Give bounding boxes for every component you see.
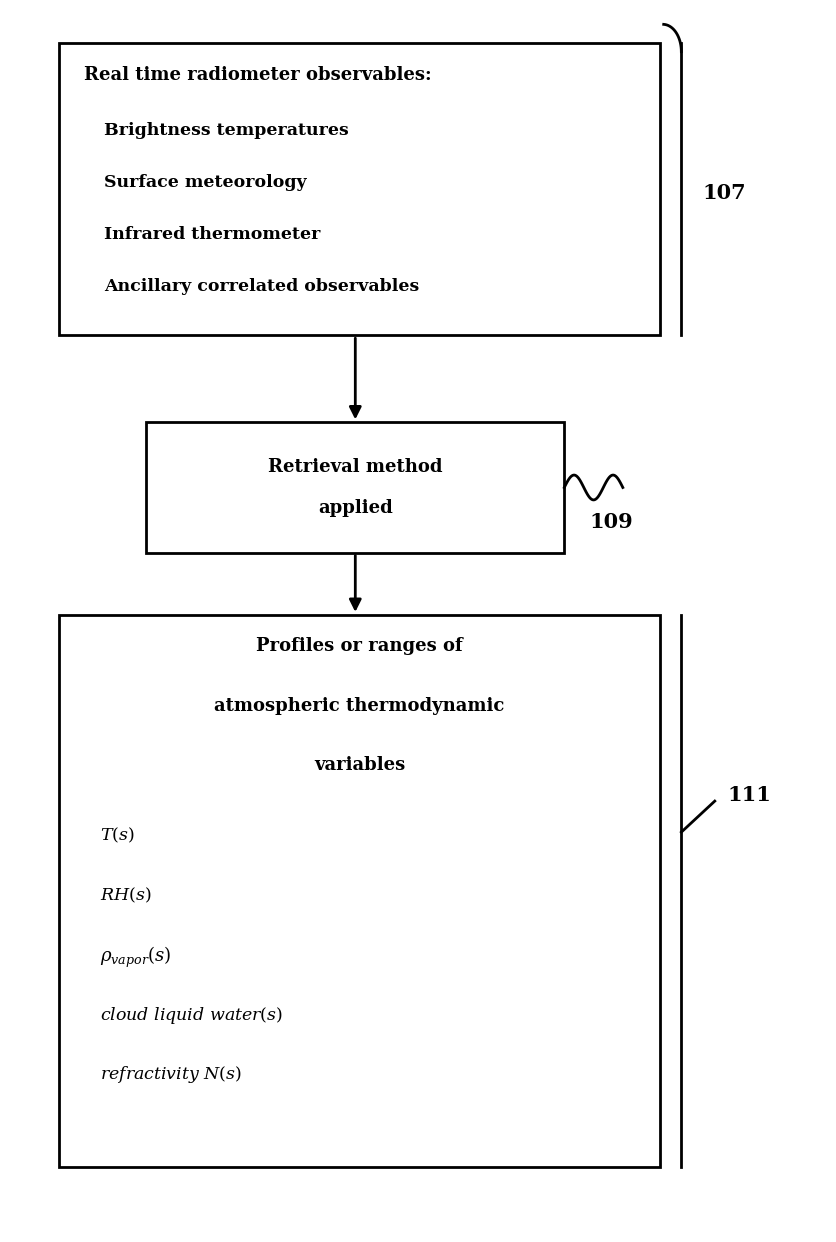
- Text: applied: applied: [318, 499, 393, 517]
- Text: 111: 111: [727, 785, 771, 805]
- Text: 107: 107: [702, 183, 746, 202]
- Text: Infrared thermometer: Infrared thermometer: [104, 226, 321, 243]
- Text: Retrieval method: Retrieval method: [268, 458, 442, 476]
- Text: Profiles or ranges of: Profiles or ranges of: [256, 637, 463, 655]
- Bar: [59, 43, 660, 335]
- Text: $\mathit{T\left(s\right)}$: $\mathit{T\left(s\right)}$: [100, 826, 135, 845]
- Text: Surface meteorology: Surface meteorology: [104, 174, 307, 191]
- Text: $\mathit{cloud\ liquid\ water(s)}$: $\mathit{cloud\ liquid\ water(s)}$: [100, 1005, 283, 1026]
- Text: Ancillary correlated observables: Ancillary correlated observables: [104, 278, 420, 296]
- Bar: [59, 615, 660, 1167]
- Text: $\mathit{RH\left(s\right)}$: $\mathit{RH\left(s\right)}$: [100, 886, 152, 904]
- Text: atmospheric thermodynamic: atmospheric thermodynamic: [214, 697, 505, 714]
- Text: $\mathit{refractivity\ N(s)}$: $\mathit{refractivity\ N(s)}$: [100, 1064, 242, 1086]
- Text: variables: variables: [314, 756, 405, 774]
- Text: Real time radiometer observables:: Real time radiometer observables:: [84, 66, 431, 83]
- Text: $\rho_{vapor}(s)$: $\rho_{vapor}(s)$: [100, 945, 171, 970]
- Text: 109: 109: [589, 512, 633, 532]
- Text: Brightness temperatures: Brightness temperatures: [104, 122, 349, 139]
- Bar: [146, 422, 564, 553]
